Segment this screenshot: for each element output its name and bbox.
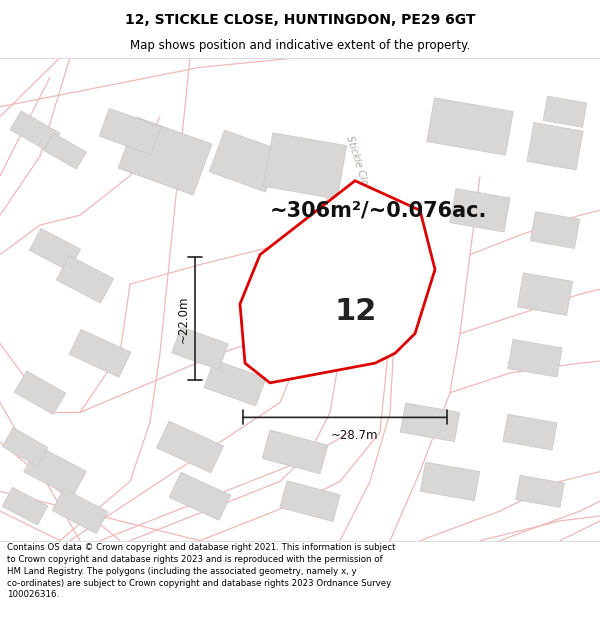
Polygon shape (543, 96, 587, 128)
Polygon shape (2, 428, 48, 466)
Polygon shape (262, 430, 328, 474)
Polygon shape (450, 189, 510, 232)
Polygon shape (157, 421, 224, 473)
Text: 12, STICKLE CLOSE, HUNTINGDON, PE29 6GT: 12, STICKLE CLOSE, HUNTINGDON, PE29 6GT (125, 12, 475, 27)
Text: ~28.7m: ~28.7m (331, 429, 379, 442)
Polygon shape (427, 98, 513, 155)
Text: Stickle Close: Stickle Close (344, 135, 373, 197)
Polygon shape (14, 371, 66, 414)
Polygon shape (527, 122, 583, 170)
Text: ~22.0m: ~22.0m (176, 295, 190, 343)
Polygon shape (421, 462, 479, 501)
Polygon shape (515, 476, 565, 508)
Polygon shape (517, 273, 572, 316)
Polygon shape (204, 360, 266, 406)
Text: Map shows position and indicative extent of the property.: Map shows position and indicative extent… (130, 39, 470, 52)
Text: 12: 12 (335, 297, 377, 326)
Polygon shape (29, 229, 81, 271)
Polygon shape (23, 446, 86, 498)
Polygon shape (503, 414, 557, 450)
Text: ~306m²/~0.076ac.: ~306m²/~0.076ac. (270, 201, 487, 221)
Polygon shape (69, 329, 131, 378)
Polygon shape (56, 256, 113, 303)
Polygon shape (2, 488, 48, 525)
Polygon shape (209, 130, 281, 192)
Polygon shape (530, 212, 580, 249)
Polygon shape (44, 133, 86, 169)
Polygon shape (169, 472, 231, 520)
Polygon shape (99, 108, 161, 154)
Polygon shape (172, 327, 228, 370)
Text: Contains OS data © Crown copyright and database right 2021. This information is : Contains OS data © Crown copyright and d… (7, 543, 396, 599)
Polygon shape (508, 339, 562, 377)
Polygon shape (118, 117, 212, 195)
Polygon shape (240, 181, 435, 383)
Polygon shape (10, 111, 60, 152)
Polygon shape (400, 403, 460, 442)
Polygon shape (263, 133, 347, 199)
Polygon shape (52, 489, 108, 534)
Polygon shape (280, 481, 340, 521)
